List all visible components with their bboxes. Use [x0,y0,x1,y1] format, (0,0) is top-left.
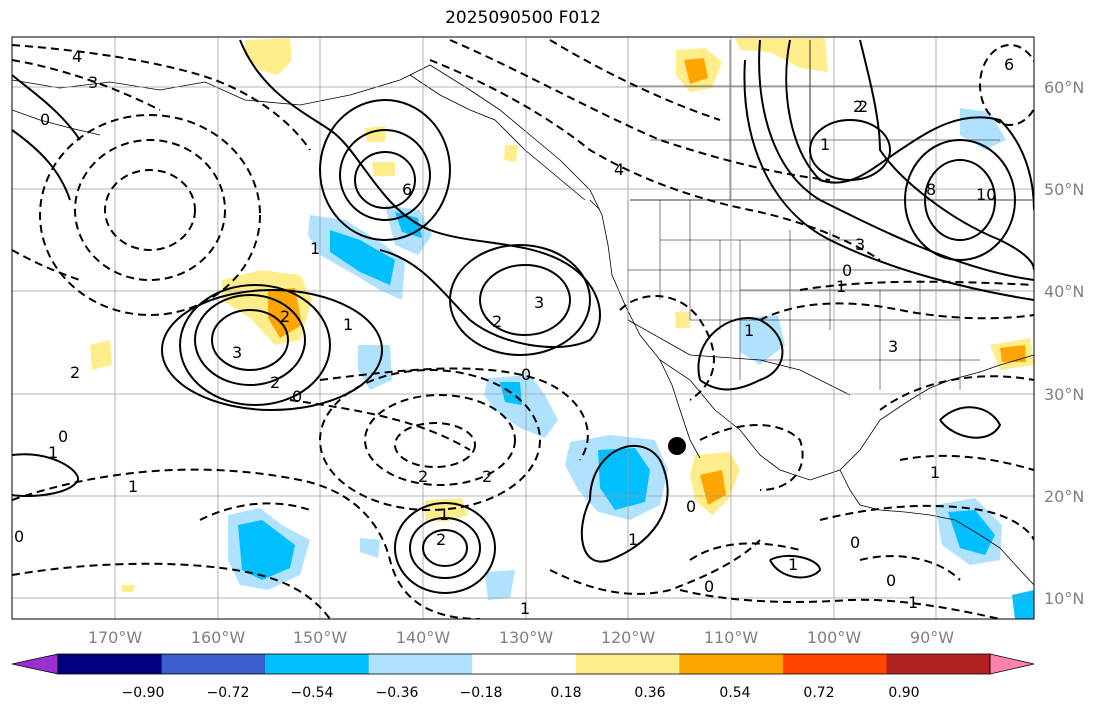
map-title: 2025090500 F012 [445,8,601,28]
state-borders [628,40,1034,400]
contour-label: 1 [744,321,754,340]
colorbar-tick-label: −0.72 [207,685,250,701]
colorbar-segment [58,654,163,674]
contour-label: 0 [686,497,696,516]
contour-label: 8 [926,180,936,199]
contour-label: 1 [820,135,830,154]
colorbar-tick-label: 0.90 [888,685,919,701]
colorbar-extend-low [11,653,59,675]
lon-label: 90°W [910,628,954,647]
colorbar-segment [472,654,577,674]
contour-label: 1 [48,443,58,462]
contour-label: 1 [930,463,940,482]
colorbar-tick-label: −0.36 [376,685,419,701]
contour-label: 0 [704,577,714,596]
contour-label: 1 [343,315,353,334]
contour-label: 1 [908,593,918,612]
colorbar-tick-label: −0.90 [122,685,165,701]
contour-label: 10 [976,185,996,204]
contour-label: 0 [292,387,302,406]
contour-label: 2 [853,97,863,116]
contour-label: 1 [439,505,449,524]
lat-label: 40°N [1044,282,1084,301]
contour-label: 2 [270,373,280,392]
lat-label: 30°N [1044,385,1084,404]
lon-label: 140°W [396,628,451,647]
colorbar-segment [368,654,473,674]
contour-label: 2 [70,363,80,382]
contour-label: 3 [855,235,865,254]
contour-label: 3 [88,73,98,92]
contour-label: 0 [850,533,860,552]
contour-label: 0 [886,571,896,590]
anomaly-shading [90,38,1034,619]
lat-label: 60°N [1044,78,1084,97]
colorbar-tick-label: 0.36 [634,685,665,701]
contour-label: 4 [614,160,624,179]
lat-label: 20°N [1044,487,1084,506]
contour-label: 0 [842,261,852,280]
lon-label: 120°W [601,628,656,647]
contour-label: 6 [402,180,412,199]
contour-label: 1 [628,530,638,549]
contour-label: 1 [836,277,846,296]
colorbar-segment [265,654,370,674]
contour-label: 1 [128,477,138,496]
contour-label: 0 [40,110,50,129]
latitude-labels: 60°N 50°N 40°N 30°N 20°N 10°N [1044,78,1084,608]
lon-label: 110°W [704,628,759,647]
colorbar-extend-high [989,653,1035,675]
contour-label: 2 [482,467,492,486]
colorbar-segment [886,654,991,674]
colorbar-segment [161,654,266,674]
lat-label: 50°N [1044,180,1084,199]
lat-label: 10°N [1044,589,1084,608]
graticule [12,37,1034,619]
lon-label: 170°W [88,628,143,647]
contour-label: 2 [436,530,446,549]
colorbar-segment [679,654,784,674]
lon-label: 150°W [293,628,348,647]
contour-labels: 4 3 0 4 2 6 3 2 1 2 3 2 1 0 0 2 2 2 1 0 … [14,47,1014,618]
map-area [12,37,1034,619]
contour-label: 4 [72,47,82,66]
negative-contours [12,39,1034,619]
longitude-labels: 170°W 160°W 150°W 140°W 130°W 120°W 110°… [88,628,954,647]
colorbar-tick-label: 0.72 [803,685,834,701]
lon-label: 130°W [499,628,554,647]
contour-label: 0 [14,527,24,546]
contour-label: 3 [232,343,242,362]
contour-label: 0 [58,427,68,446]
colorbar [11,653,1035,675]
lon-label: 160°W [191,628,246,647]
colorbar-segment [782,654,887,674]
contour-label: 2 [418,467,428,486]
contour-label: 3 [888,337,898,356]
contour-label: 1 [788,555,798,574]
contour-label: 3 [534,293,544,312]
colorbar-tick-label: 0.18 [550,685,581,701]
map-frame [11,36,1035,620]
colorbar-tick-label: 0.54 [719,685,750,701]
contour-label: 2 [858,97,868,116]
colorbar-frame [57,653,991,675]
contour-label: 0 [521,365,531,384]
colorbar-tick-label: −0.54 [291,685,334,701]
contour-label: 6 [1004,55,1014,74]
colorbar-tick-labels: −0.90 −0.72 −0.54 −0.36 −0.18 0.18 0.36 … [122,685,920,701]
colorbar-segment [575,654,680,674]
contour-label: 2 [492,312,502,331]
location-marker [668,437,686,455]
colorbar-tick-label: −0.18 [460,685,503,701]
lon-label: 100°W [807,628,862,647]
contour-label: 2 [280,307,290,326]
positive-contours [12,39,1034,594]
contour-label: 1 [310,239,320,258]
contour-label: 1 [520,599,530,618]
